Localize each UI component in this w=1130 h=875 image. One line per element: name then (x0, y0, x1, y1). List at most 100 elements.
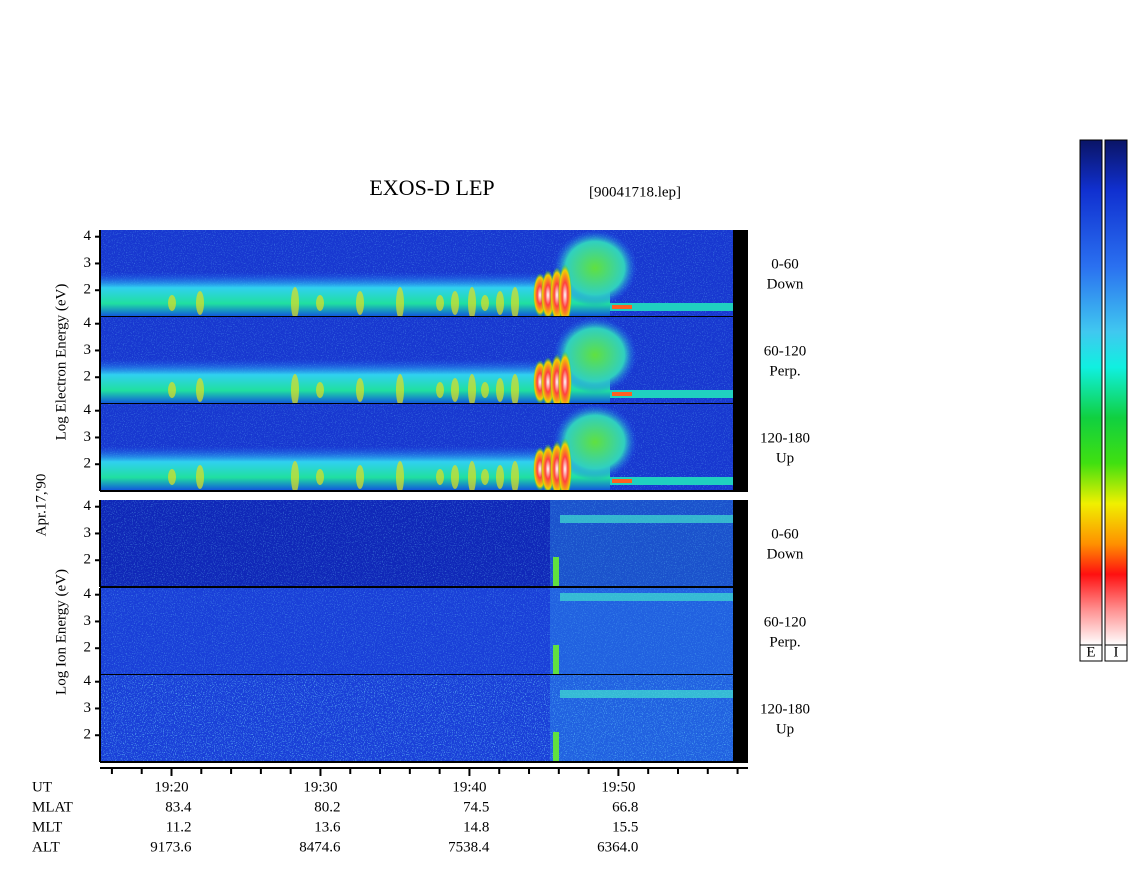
beam (560, 690, 733, 698)
burst (496, 378, 504, 402)
dome (553, 404, 637, 480)
black-bar (733, 588, 748, 675)
spectrogram-image (100, 317, 733, 404)
noise (100, 500, 733, 587)
noise (100, 588, 733, 675)
ephemeris-value: 6364.0 (597, 839, 638, 855)
burst (451, 465, 459, 489)
burst (496, 291, 504, 315)
dome (553, 230, 637, 306)
beam (560, 593, 733, 601)
region (550, 588, 733, 675)
colorbar-label: I (1114, 644, 1119, 660)
x-tick-label: 19:20 (154, 779, 188, 795)
date-label: Apr.17,'90 (33, 474, 49, 537)
band (100, 272, 610, 317)
burst (356, 465, 364, 489)
y-tick-label: 3 (84, 700, 92, 716)
burst (481, 469, 489, 485)
spectrogram-image (100, 404, 733, 491)
band (100, 359, 610, 404)
ephemeris-name: MLAT (32, 799, 73, 815)
beam (560, 515, 733, 523)
burst (356, 291, 364, 315)
burst (436, 469, 444, 485)
burst (496, 465, 504, 489)
black-bar (733, 317, 748, 404)
burst (451, 291, 459, 315)
region (550, 675, 733, 762)
y-tick-label: 3 (84, 429, 92, 445)
spike (553, 732, 559, 762)
y-tick-label: 4 (84, 586, 92, 602)
burst (291, 374, 299, 404)
ephemeris-name: MLT (32, 819, 62, 835)
spectrogram-panel: 2 3 4 0-60 Down (84, 498, 804, 588)
ephemeris-value: 66.8 (612, 799, 638, 815)
y-tick-label: 4 (84, 498, 92, 514)
direction: Up (776, 450, 794, 466)
title: EXOS-D LEP (369, 175, 494, 200)
y-tick-label: 4 (84, 315, 92, 331)
x-tick-label: 19:50 (601, 779, 635, 795)
burst (168, 295, 176, 311)
colorbar (1079, 139, 1103, 646)
y-tick-label: 4 (84, 402, 92, 418)
colorbar-label-box (1104, 644, 1128, 662)
tail (610, 390, 733, 398)
direction: Perp. (769, 634, 800, 650)
spectrogram-panel: 2 3 4 120-180 Up (84, 402, 810, 492)
burst (316, 469, 324, 485)
burst (468, 287, 476, 317)
burst (481, 295, 489, 311)
spectrogram-image (100, 500, 733, 587)
ephemeris-name: ALT (32, 839, 60, 855)
plots: 2 3 4 0-60 Down 2 3 4 60-120 Perp. 2 3 4 120-180 Up 2 3 4… (84, 228, 810, 763)
spectrogram-panel: 2 3 4 120-180 Up (84, 673, 810, 763)
burst (196, 291, 204, 315)
burst (396, 461, 404, 491)
black-bar (733, 500, 748, 587)
y-tick-label: 4 (84, 673, 92, 689)
burst (291, 287, 299, 317)
direction: Up (776, 721, 794, 737)
y-tick-label: 4 (84, 228, 92, 244)
file-name: [90041718.lep] (589, 184, 681, 200)
burst (511, 287, 519, 317)
x-tick-label: 19:40 (452, 779, 486, 795)
burst (316, 295, 324, 311)
tail (610, 477, 733, 485)
x-tick-label: 19:30 (303, 779, 337, 795)
hot-spot (558, 264, 572, 317)
spectrogram-image (100, 588, 733, 675)
pitch-angle: 60-120 (764, 614, 807, 630)
burst (468, 374, 476, 404)
burst (396, 374, 404, 404)
black-bar (733, 675, 748, 762)
black-bar (733, 404, 748, 491)
y-tick-label: 3 (84, 255, 92, 271)
burst (436, 295, 444, 311)
burst (196, 465, 204, 489)
ephemeris-value: 74.5 (463, 799, 489, 815)
pitch-angle: 0-60 (771, 526, 799, 542)
ephemeris-value: 14.8 (463, 819, 489, 835)
direction: Down (767, 276, 804, 292)
tail-core (612, 392, 632, 396)
y-tick-label: 3 (84, 525, 92, 541)
ephemeris-value: 7538.4 (448, 839, 490, 855)
region (550, 500, 733, 587)
ephemeris-value: 8474.6 (299, 839, 341, 855)
burst (468, 461, 476, 491)
y-tick-label: 2 (84, 282, 92, 298)
burst (291, 461, 299, 491)
y-tick-label: 2 (84, 369, 92, 385)
y-tick-label: 2 (84, 727, 92, 743)
direction: Perp. (769, 363, 800, 379)
time-axis: UT 19:20 19:30 19:40 19:50 MLAT 83.4 80.2 74.5 66… (32, 767, 748, 855)
burst (511, 374, 519, 404)
tail-core (612, 305, 632, 309)
spectrogram-image (100, 675, 733, 762)
